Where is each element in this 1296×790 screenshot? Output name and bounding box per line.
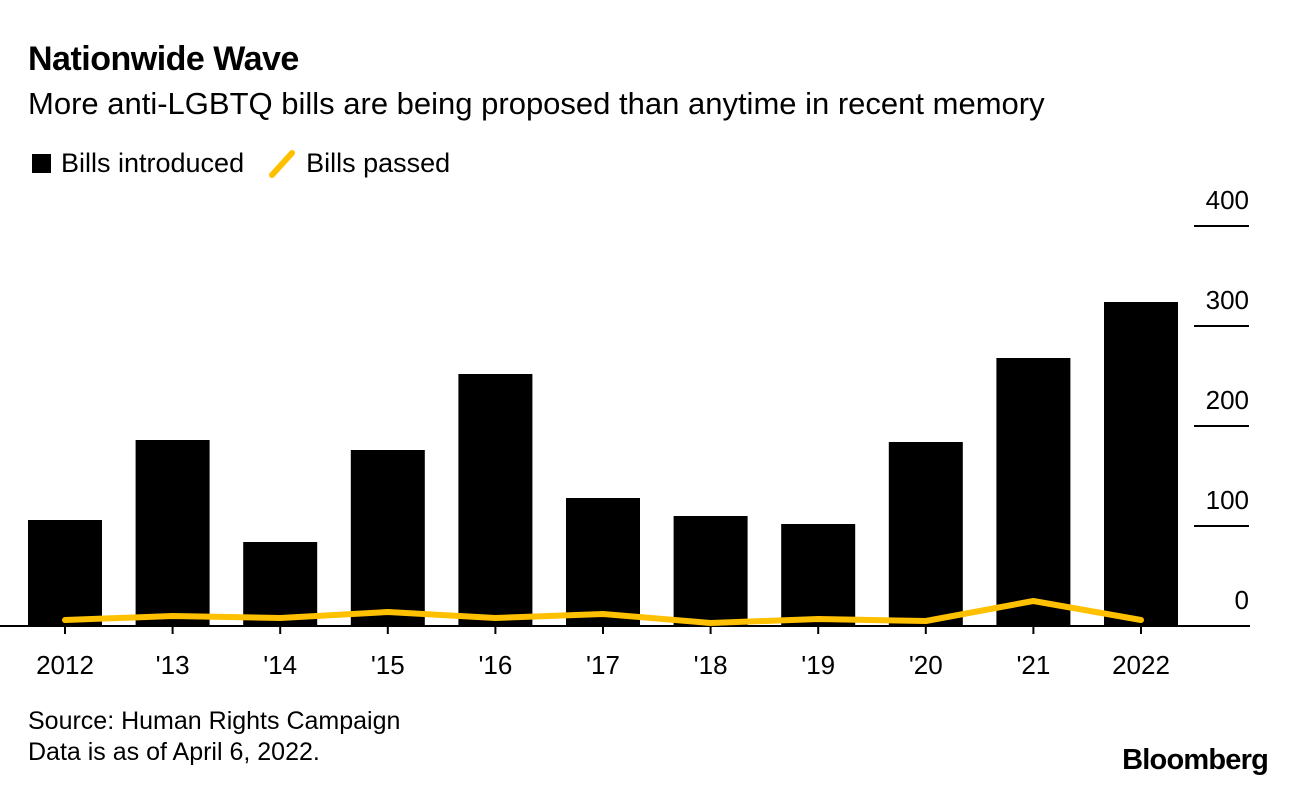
legend-label-introduced: Bills introduced	[61, 148, 245, 178]
x-tick-label: '13	[156, 650, 190, 680]
bar-introduced	[673, 516, 748, 626]
y-tick-label: 300	[1206, 285, 1249, 315]
x-tick-label: 2012	[36, 650, 94, 680]
x-tick-label: '20	[909, 650, 943, 680]
x-tick-label: 2022	[1112, 650, 1170, 680]
x-tick-label: '14	[263, 650, 297, 680]
x-tick-label: '21	[1016, 650, 1050, 680]
legend-swatch-passed	[268, 149, 298, 179]
bar-introduced	[781, 524, 856, 626]
data-date-note: Data is as of April 6, 2022.	[28, 738, 320, 766]
y-tick-label: 0	[1235, 585, 1249, 615]
x-tick-label: '19	[801, 650, 835, 680]
x-tick-label: '15	[371, 650, 405, 680]
bar-introduced	[350, 450, 425, 626]
x-tick-label: '17	[586, 650, 620, 680]
legend-swatch-introduced	[32, 154, 51, 173]
y-tick-label: 100	[1206, 485, 1249, 515]
y-tick-label: 400	[1206, 185, 1249, 215]
legend: Bills introduced Bills passed	[32, 148, 450, 179]
legend-label-passed: Bills passed	[306, 148, 451, 178]
bar-introduced	[243, 542, 318, 626]
chart-subtitle: More anti-LGBTQ bills are being proposed…	[28, 86, 1045, 121]
bar-introduced	[888, 442, 963, 626]
source-note: Source: Human Rights Campaign	[28, 707, 401, 735]
footer: Source: Human Rights Campaign Data is as…	[28, 706, 400, 768]
y-tick-label: 200	[1206, 385, 1249, 415]
bar-introduced	[28, 520, 102, 626]
chart-plot: 0 100 200 300 400 2012 '13 '14 '15 '16 '17 '18 '19 '2…	[0, 185, 1250, 680]
brand-logo: Bloomberg	[1122, 744, 1269, 776]
bar-introduced	[1104, 302, 1178, 626]
bar-introduced	[996, 358, 1071, 626]
bar-introduced	[566, 498, 640, 626]
bar-introduced	[135, 440, 210, 626]
bar-introduced	[458, 374, 533, 626]
chart-title: Nationwide Wave	[28, 40, 299, 78]
x-tick-label: '16	[478, 650, 512, 680]
x-tick-label: '18	[694, 650, 728, 680]
